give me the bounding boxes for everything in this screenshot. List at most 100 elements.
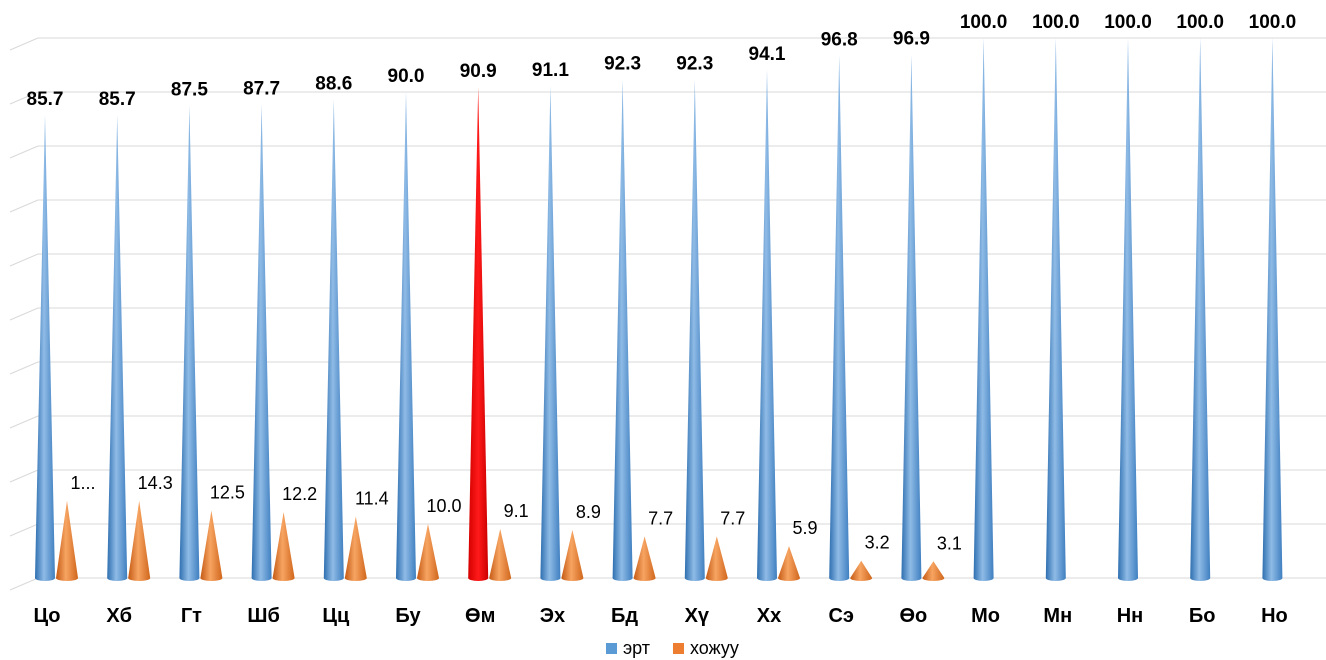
bar-ert: [179, 105, 200, 581]
x-axis-category-label: Мн: [1043, 605, 1072, 627]
data-label-khojuu: 9.1: [504, 501, 529, 521]
legend-label-khojuu: хожуу: [690, 638, 739, 658]
data-label-khojuu: 8.9: [576, 502, 601, 522]
data-label-ert: 90.0: [388, 66, 425, 87]
gridline-perspective: [9, 145, 39, 159]
bar-ert-highlight: [468, 87, 489, 581]
x-axis-category-label: Бу: [395, 605, 421, 627]
data-label-ert: 100.0: [960, 12, 1008, 33]
x-axis-category-label: Хү: [685, 605, 710, 627]
bar-ert: [757, 69, 777, 582]
x-axis-category-label: Цц: [322, 605, 350, 627]
data-label-ert: 96.8: [821, 29, 858, 50]
bar-khojuu: [128, 500, 151, 581]
bar-ert: [901, 54, 922, 582]
legend-swatch-ert: [606, 643, 617, 654]
x-axis-category-label: Хб: [106, 605, 132, 627]
bar-khojuu: [56, 500, 78, 581]
bar-khojuu: [344, 516, 367, 581]
gridline-perspective: [9, 199, 39, 213]
gridline-perspective: [9, 307, 39, 321]
gridlines: [9, 37, 1326, 591]
plot-area: 1... 85.7 14.3 85.7 12.5 87.5 12.2 87.7 11.4 88.6…: [27, 12, 1297, 582]
gridline-perspective: [9, 415, 39, 429]
bar-khojuu: [417, 524, 439, 581]
data-label-khojuu: 3.1: [937, 533, 962, 553]
bar-ert: [1045, 38, 1066, 581]
data-label-ert: 88.6: [315, 74, 352, 95]
bar-khojuu: [850, 560, 873, 581]
data-label-ert: 100.0: [1249, 12, 1297, 33]
x-axis-category-label: Гт: [181, 605, 202, 627]
x-axis-category-label: Мо: [971, 605, 1000, 627]
data-label-khojuu: 7.7: [648, 508, 673, 528]
x-axis-category-label: Шб: [247, 605, 279, 627]
bar-khojuu: [489, 528, 512, 581]
x-axis-category-label: Эх: [540, 605, 565, 627]
bar-khojuu: [561, 529, 584, 581]
bar-khojuu: [200, 510, 223, 581]
x-axis-labels: Цо Хб Гт Шб Цц Бу Өм Эх Бд Хү Хх Сэ Өо Мо Мн Нн Бо Но: [33, 605, 1287, 627]
data-label-ert: 90.9: [460, 61, 497, 82]
bar-ert: [612, 79, 633, 581]
data-label-khojuu: 5.9: [792, 518, 817, 538]
bar-ert: [684, 79, 705, 581]
x-axis-category-label: Нн: [1117, 605, 1144, 627]
x-axis-category-label: Сэ: [828, 605, 854, 627]
bar-ert: [540, 86, 561, 581]
data-label-ert: 100.0: [1104, 12, 1152, 33]
gridline-perspective: [9, 91, 39, 105]
data-label-ert: 87.5: [171, 80, 208, 101]
x-axis-category-label: Бд: [611, 605, 638, 627]
data-label-khojuu: 3.2: [865, 533, 890, 553]
bar-ert: [1118, 38, 1138, 581]
legend-swatch-khojuu: [673, 643, 684, 654]
data-label-ert: 91.1: [532, 60, 569, 81]
gridline-perspective: [9, 253, 39, 267]
gridline-perspective: [9, 361, 39, 375]
gridline-perspective: [9, 577, 39, 591]
x-axis-category-label: Хх: [757, 605, 781, 627]
data-label-ert: 85.7: [27, 89, 64, 110]
data-label-ert: 100.0: [1176, 12, 1224, 33]
bar-ert: [1190, 38, 1211, 581]
bar-ert: [251, 104, 272, 582]
bar-ert: [35, 115, 55, 581]
data-label-khojuu: 10.0: [426, 496, 461, 516]
data-label-ert: 94.1: [749, 44, 786, 65]
data-label-ert: 96.9: [893, 29, 930, 50]
gridline-perspective: [9, 523, 39, 537]
gridline-perspective: [9, 469, 39, 483]
data-label-khojuu: 11.4: [355, 488, 389, 508]
legend-label-ert: эрт: [623, 638, 650, 658]
data-label-khojuu: 12.5: [210, 483, 245, 503]
legend: эрт хожуу: [606, 638, 739, 658]
bar-khojuu: [922, 561, 945, 581]
data-label-ert: 85.7: [99, 89, 136, 110]
bar-ert: [396, 92, 416, 581]
data-label-khojuu: 14.3: [138, 473, 173, 493]
x-axis-category-label: Бо: [1189, 605, 1216, 627]
bar-ert: [107, 115, 128, 581]
data-label-ert: 92.3: [676, 54, 713, 75]
data-label-ert: 87.7: [243, 78, 280, 99]
x-axis-category-label: Но: [1261, 605, 1288, 627]
bar-khojuu: [272, 512, 295, 581]
x-axis-category-label: Өм: [465, 605, 495, 627]
data-label-khojuu: 1...: [70, 473, 95, 493]
bar-ert: [323, 99, 344, 581]
data-label-khojuu: 7.7: [720, 508, 745, 528]
data-label-ert: 92.3: [604, 54, 641, 75]
bar-ert: [1262, 38, 1283, 581]
x-axis-category-label: Өо: [900, 605, 928, 627]
bar-khojuu: [778, 546, 800, 581]
gridline-perspective: [9, 37, 39, 51]
bar-ert: [829, 55, 850, 581]
data-label-khojuu: 12.2: [282, 484, 317, 504]
bar-khojuu: [633, 536, 656, 581]
data-label-ert: 100.0: [1032, 12, 1080, 33]
bar-khojuu: [705, 536, 728, 581]
x-axis-category-label: Цо: [33, 605, 60, 627]
bar-ert: [973, 38, 994, 581]
